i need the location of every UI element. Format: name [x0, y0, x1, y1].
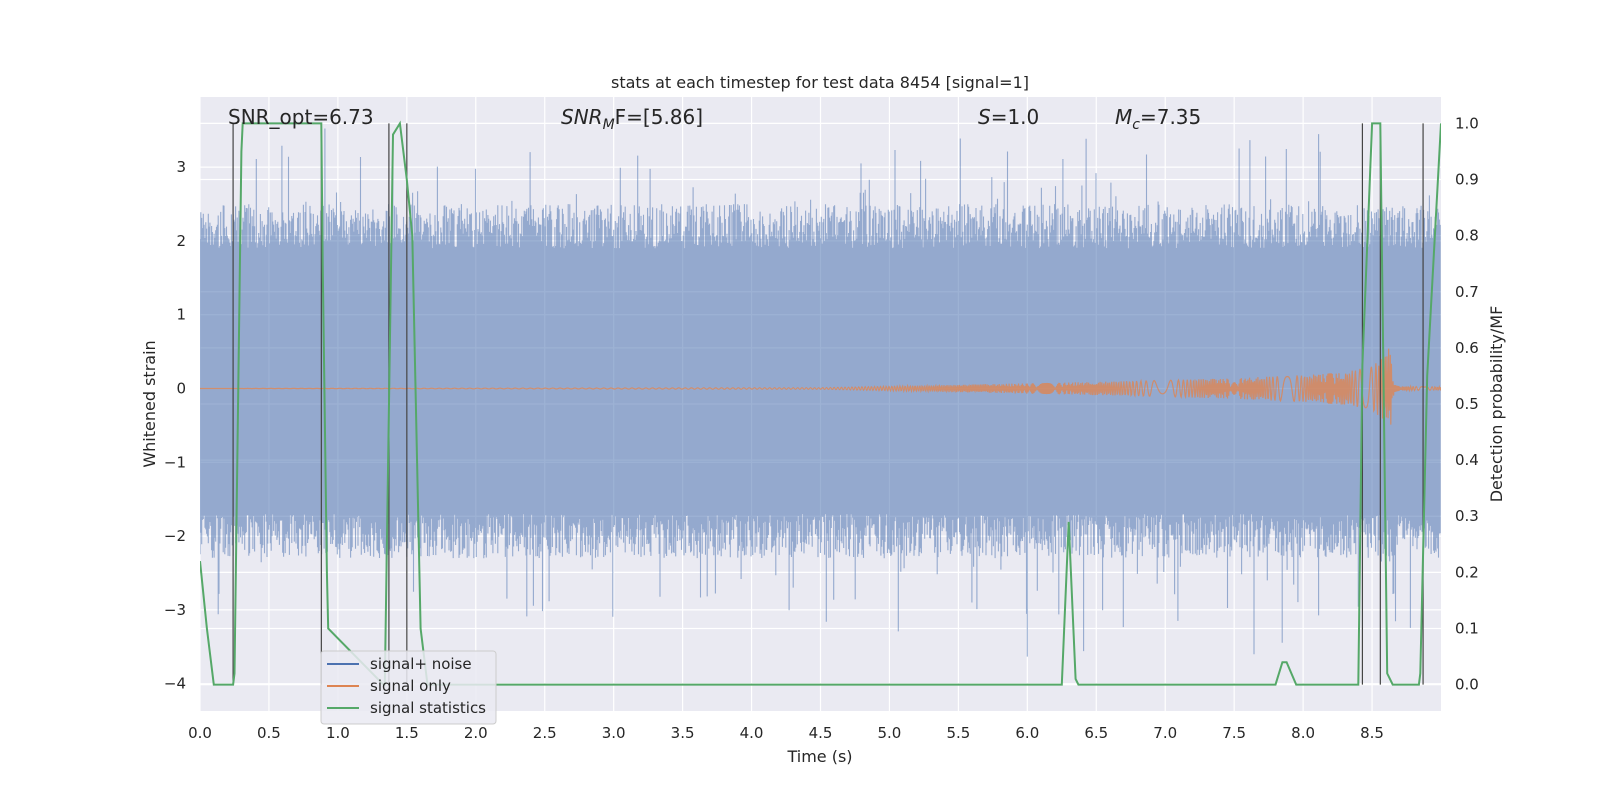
annotation-snr-mf-sub: M	[603, 117, 615, 133]
x-tick-label: 0.5	[257, 724, 281, 742]
y-tick-label-right: 0.8	[1455, 227, 1479, 245]
legend-label-signal-only: signal only	[370, 677, 451, 695]
annotation-snr-mf-rest: F=[5.86]	[615, 105, 703, 129]
y-tick-label-right: 1.0	[1455, 114, 1479, 132]
x-tick-label: 2.5	[533, 724, 557, 742]
statistics-line	[200, 120, 1441, 686]
annotation-s-var: S	[978, 105, 991, 129]
x-tick-label: 4.5	[809, 724, 833, 742]
y-tick-label-left: −1	[164, 453, 186, 471]
y-axis-label-left: Whitened strain	[140, 340, 159, 467]
y-tick-label-left: −2	[164, 527, 186, 545]
annotation-mc: Mc=7.35	[1115, 105, 1201, 133]
x-tick-label: 5.5	[946, 724, 970, 742]
x-tick-label: 4.0	[740, 724, 764, 742]
axis-ticks: 0.0 0.5 1.0 1.5 2.0 2.5 3.0 3.5 4.0 4.5 5.0 5.5 6.0 6…	[164, 114, 1479, 742]
y-tick-label-left: 0	[176, 380, 186, 398]
annotation-mc-rest: =7.35	[1140, 105, 1201, 129]
x-tick-label: 5.0	[878, 724, 902, 742]
y-tick-label-right: 0.6	[1455, 339, 1479, 357]
y-tick-label-right: 0.0	[1455, 676, 1479, 694]
x-tick-label: 3.0	[602, 724, 626, 742]
y-tick-label-left: −4	[164, 675, 186, 693]
annotation-snr-mf: SNRMF=[5.86]	[561, 105, 703, 133]
y-tick-label-left: −3	[164, 601, 186, 619]
y-tick-label-right: 0.3	[1455, 507, 1479, 525]
x-tick-label: 0.0	[188, 724, 212, 742]
y-tick-label-left: 2	[176, 232, 186, 250]
y-tick-label-right: 0.9	[1455, 171, 1479, 189]
x-tick-label: 1.0	[326, 724, 350, 742]
x-tick-label: 7.0	[1153, 724, 1177, 742]
annotation-mc-var: M	[1115, 105, 1132, 129]
chart-title: stats at each timestep for test data 845…	[611, 73, 1029, 92]
y-axis-label-right: Detection probability/MF	[1487, 306, 1506, 503]
x-tick-label: 6.0	[1015, 724, 1039, 742]
x-tick-label: 8.5	[1360, 724, 1384, 742]
annotation-snr-opt: SNR_opt=6.73	[228, 105, 374, 129]
y-tick-label-right: 0.2	[1455, 563, 1479, 581]
annotation-s: S=1.0	[978, 105, 1039, 129]
y-tick-label-right: 0.7	[1455, 283, 1479, 301]
y-tick-label-right: 0.5	[1455, 395, 1479, 413]
annotation-mc-sub: c	[1132, 117, 1140, 133]
x-tick-label: 1.5	[395, 724, 419, 742]
legend-label-signal-statistics: signal statistics	[370, 699, 486, 717]
x-tick-label: 2.0	[464, 724, 488, 742]
y-tick-label-right: 0.1	[1455, 619, 1479, 637]
y-tick-label-left: 3	[176, 158, 186, 176]
x-axis-label: Time (s)	[786, 747, 852, 766]
legend-box	[320, 650, 497, 725]
annotation-snr-mf-base: SNR	[561, 105, 603, 129]
x-tick-label: 6.5	[1084, 724, 1108, 742]
y-tick-label-left: 1	[176, 306, 186, 324]
x-tick-label: 3.5	[671, 724, 695, 742]
x-tick-label: 7.5	[1222, 724, 1246, 742]
annotation-s-rest: =1.0	[991, 105, 1040, 129]
y-tick-label-right: 0.4	[1455, 451, 1479, 469]
legend: signal+ noise signal only signal statist…	[320, 650, 497, 725]
legend-label-signal-noise: signal+ noise	[370, 655, 472, 673]
x-tick-label: 8.0	[1291, 724, 1315, 742]
series-signal-statistics	[200, 120, 1441, 686]
